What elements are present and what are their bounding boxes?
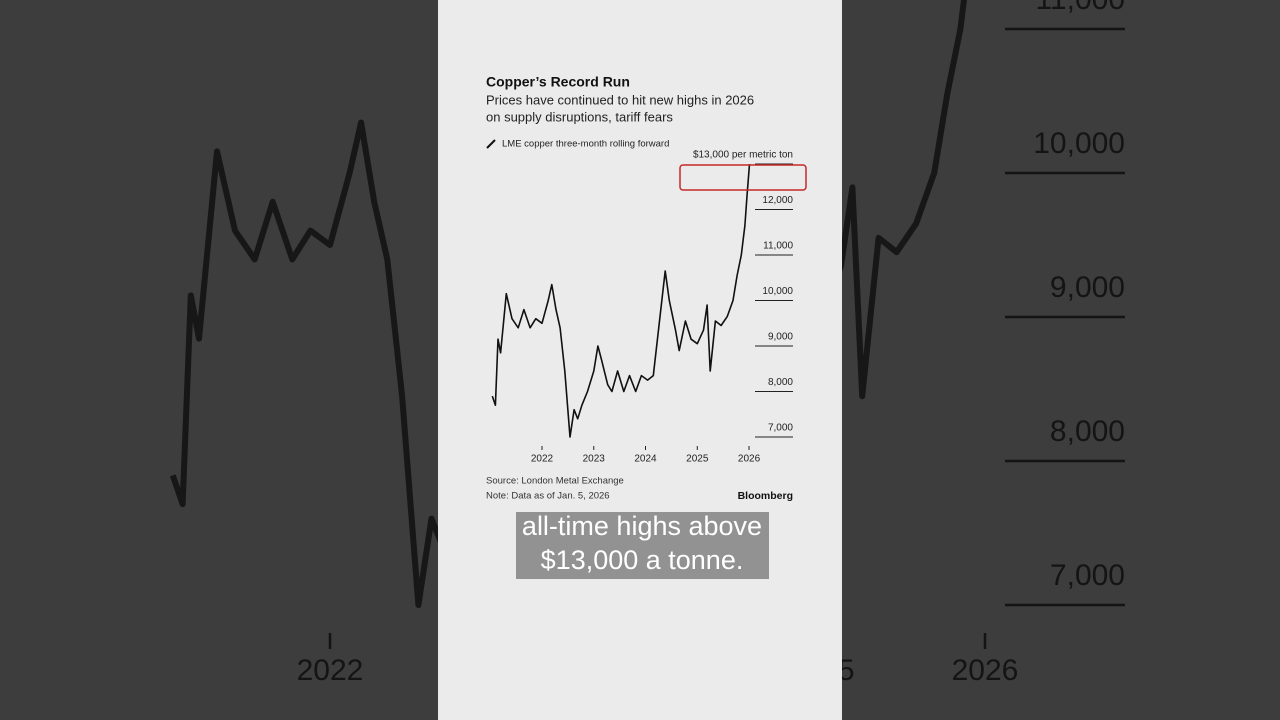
chart-subtitle: on supply disruptions, tariff fears: [486, 109, 673, 124]
y-tick-label: 7,000: [768, 423, 793, 434]
x-tick-label: 2026: [952, 654, 1019, 687]
blurred-background-chart: 7,000 8,000 9,000 10,000 11,000 2022 2023 2024 2…: [169, 0, 1125, 687]
brand: Bloomberg: [738, 490, 793, 502]
y-tick-label: 8,000: [1050, 415, 1125, 448]
x-tick-label: 2022: [531, 454, 554, 465]
legend-icon: [486, 139, 496, 149]
y-tick-label: 10,000: [762, 286, 793, 297]
chart-subtitle: Prices have continued to hit new highs i…: [486, 92, 754, 107]
x-tick-label: 2022: [297, 654, 364, 687]
y-tick-label: 8,000: [768, 377, 793, 388]
y-tick-label: $13,000 per metric ton: [693, 150, 793, 161]
caption: all-time highs above: [522, 511, 762, 541]
caption: $13,000 a tonne.: [541, 545, 744, 575]
x-tick-label: 2023: [583, 454, 606, 465]
y-tick-label: 10,000: [1033, 127, 1125, 160]
note: Note: Data as of Jan. 5, 2026: [486, 491, 610, 502]
y-tick-label: 7,000: [1050, 559, 1125, 592]
x-tick-label: 2024: [634, 454, 657, 465]
legend-label: LME copper three-month rolling forward: [502, 139, 669, 150]
x-tick-label: 2025: [686, 454, 709, 465]
x-tick-label: 2026: [738, 454, 761, 465]
chart: 7,000 8,000 9,000 10,000 11,000 12,000 $13,000…: [491, 150, 793, 465]
y-tick-label: 11,000: [763, 241, 793, 252]
y-tick-label: 9,000: [1050, 271, 1125, 304]
y-tick-label: 12,000: [762, 195, 793, 206]
source: Source: London Metal Exchange: [486, 476, 624, 487]
chart-title: Copper’s Record Run: [486, 74, 630, 90]
caption-box: [516, 512, 769, 579]
chart-panel: [438, 0, 842, 720]
highlight-box: [679, 164, 807, 191]
y-tick-label: 11,000: [1035, 0, 1125, 16]
y-tick-label: 9,000: [768, 332, 793, 343]
price-line: [491, 163, 751, 438]
